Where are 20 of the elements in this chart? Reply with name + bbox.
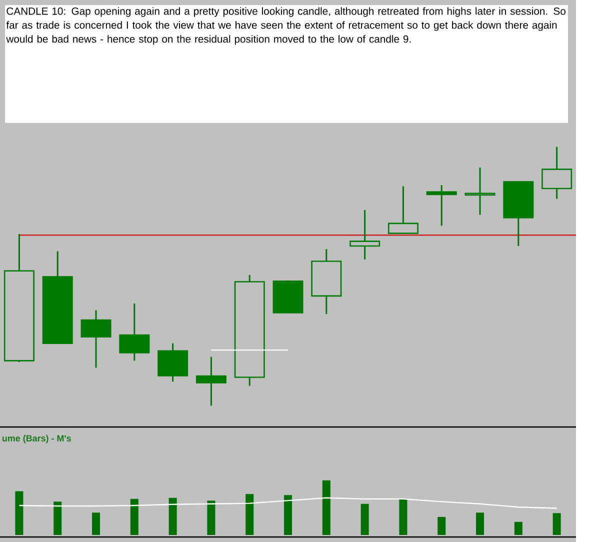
- candlestick: [426, 184, 457, 227]
- bar: [476, 512, 484, 535]
- bar: [514, 522, 522, 535]
- candlestick: [196, 356, 226, 406]
- bar: [92, 512, 100, 535]
- bar: [284, 495, 292, 535]
- candlestick: [350, 209, 380, 260]
- bar: [322, 480, 330, 535]
- bar: [438, 516, 446, 535]
- chart-title: ume (Bars) - M's: [2, 434, 71, 444]
- bar: [552, 513, 561, 535]
- bar: [168, 498, 177, 535]
- bar: [399, 499, 408, 535]
- bar: [207, 500, 216, 535]
- bar: [360, 504, 369, 535]
- bar: [15, 491, 24, 535]
- text: CANDLE 10: Gap opening again and a pretty positive looking candle, although retreated from highs later in session. So far as trade is concerned I took the view that we have seen the extent of retracement so to get back down there again would be bad news - hence stop on the residual position moved to the low of candle 9.: [6, 7, 566, 45]
- bar: [130, 498, 138, 535]
- bar: [246, 494, 254, 535]
- bar: [54, 502, 62, 535]
